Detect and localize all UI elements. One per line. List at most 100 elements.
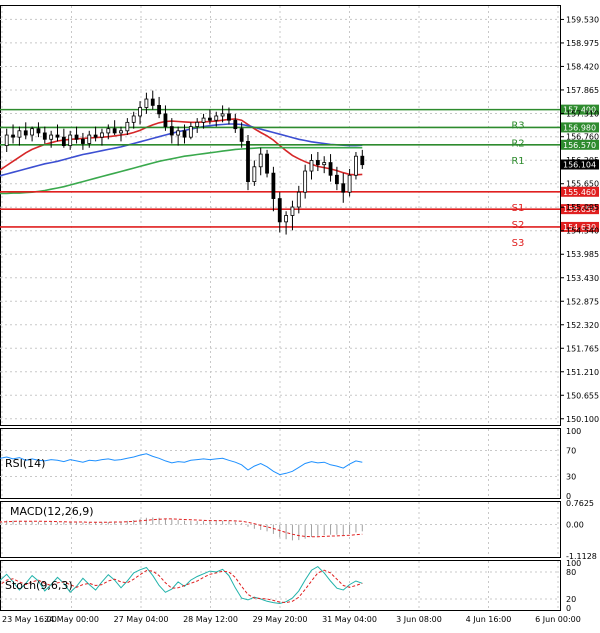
last-price-label: 156.104 — [563, 161, 596, 170]
candle-body — [4, 134, 9, 147]
candle-body — [23, 130, 28, 136]
candle-body — [220, 113, 225, 117]
candle-body — [81, 138, 85, 144]
candle-body — [195, 121, 200, 127]
level-price-label: 156.570 — [563, 141, 596, 150]
candle-body — [30, 128, 35, 136]
candle-body — [42, 132, 47, 140]
price-tick-label: 152.875 — [566, 297, 599, 306]
rsi-tick-label: 70 — [566, 447, 576, 456]
candle-body — [328, 162, 333, 176]
level-price-tag — [561, 204, 599, 215]
price-tick-label: 154.540 — [566, 227, 599, 236]
candle-body — [233, 119, 238, 130]
last-price-tag — [561, 159, 599, 170]
candle-body — [157, 104, 162, 115]
stoch-tick-label: 100 — [566, 559, 581, 568]
price-tick-label: 150.655 — [566, 391, 599, 400]
stoch-main-line — [0, 565, 363, 605]
level-price-label: 156.980 — [563, 123, 596, 132]
price-tick-label: 158.420 — [566, 62, 599, 71]
price-tick-label: 159.530 — [566, 15, 599, 24]
level-price-tag — [561, 139, 599, 150]
candle-body — [125, 121, 130, 132]
candle-body — [150, 98, 155, 106]
candle-body — [227, 113, 231, 121]
candle-body — [163, 113, 168, 127]
level-name-r2: R2 — [511, 138, 524, 149]
candle-body — [239, 128, 244, 142]
level-price-label: 154.630 — [563, 223, 596, 232]
candle-body — [74, 134, 79, 140]
time-tick-label: 6 Jun 00:00 — [535, 615, 581, 624]
time-tick-label: 28 May 12:00 — [183, 615, 238, 624]
candle-body — [131, 115, 136, 123]
rsi-tick-label: 0 — [566, 492, 571, 501]
candle-body — [246, 140, 250, 183]
price-tick-label: 158.975 — [566, 39, 599, 48]
candle-body — [169, 126, 174, 136]
moving-average-line — [0, 146, 363, 195]
stoch-tick-label: 0 — [566, 604, 571, 613]
candle-body — [100, 132, 104, 138]
price-tick-label: 155.095 — [566, 203, 599, 212]
candle-body — [68, 134, 73, 147]
candle-body — [144, 98, 149, 108]
candle-body — [112, 128, 117, 134]
candle-body — [360, 155, 365, 166]
macd-tick-label: -1.1128 — [566, 552, 597, 561]
candle-body — [296, 191, 301, 208]
candle-body — [87, 134, 92, 144]
rsi-line — [0, 453, 363, 476]
candle-body — [322, 162, 327, 166]
level-price-tag — [561, 122, 599, 133]
price-tick-label: 152.320 — [566, 321, 599, 330]
level-price-label: 155.460 — [563, 188, 596, 197]
candle-body — [17, 130, 22, 138]
level-price-label: 157.400 — [563, 106, 596, 115]
price-tick-label: 155.650 — [566, 180, 599, 189]
candle-body — [36, 128, 41, 134]
candle-body — [11, 134, 15, 138]
level-price-tag — [561, 186, 599, 197]
candle-body — [106, 128, 111, 134]
stoch-tick-label: 20 — [566, 595, 576, 604]
candle-body — [277, 198, 282, 223]
candle-body — [93, 134, 98, 138]
macd-tick-label: 0.7625 — [566, 499, 594, 508]
rsi-tick-label: 30 — [566, 473, 576, 482]
level-price-tag — [561, 221, 599, 232]
candle-body — [309, 160, 314, 172]
stoch-tick-label: 80 — [566, 568, 576, 577]
rsi-tick-label: 100 — [566, 427, 581, 436]
level-name-s2: S2 — [512, 220, 525, 231]
candle-body — [252, 166, 257, 183]
candle-body — [55, 134, 60, 138]
price-tick-label: 156.760 — [566, 133, 599, 142]
price-tick-label: 153.985 — [566, 250, 599, 259]
candle-body — [61, 136, 66, 147]
candle-body — [119, 130, 123, 134]
moving-average-line — [0, 118, 363, 176]
level-name-r3: R3 — [511, 121, 524, 132]
stoch-title: Stoch(9,6,3) — [5, 579, 73, 592]
candle-body — [265, 153, 269, 174]
time-tick-label: 23 May 16:00 — [2, 615, 57, 624]
candle-body — [354, 155, 358, 176]
time-tick-label: 31 May 04:00 — [322, 615, 377, 624]
candle-body — [176, 130, 181, 136]
macd-title: MACD(12,26,9) — [10, 505, 94, 518]
level-price-label: 155.050 — [563, 205, 596, 214]
level-price-tag — [561, 104, 599, 115]
candle-body — [347, 174, 352, 193]
price-tick-label: 150.100 — [566, 415, 599, 424]
candle-body — [207, 117, 212, 121]
price-tick-label: 153.430 — [566, 274, 599, 283]
time-tick-label: 3 Jun 08:00 — [396, 615, 442, 624]
candle-body — [341, 183, 346, 193]
candle-body — [188, 126, 193, 138]
candle-body — [258, 153, 263, 168]
candle-body — [182, 130, 187, 138]
